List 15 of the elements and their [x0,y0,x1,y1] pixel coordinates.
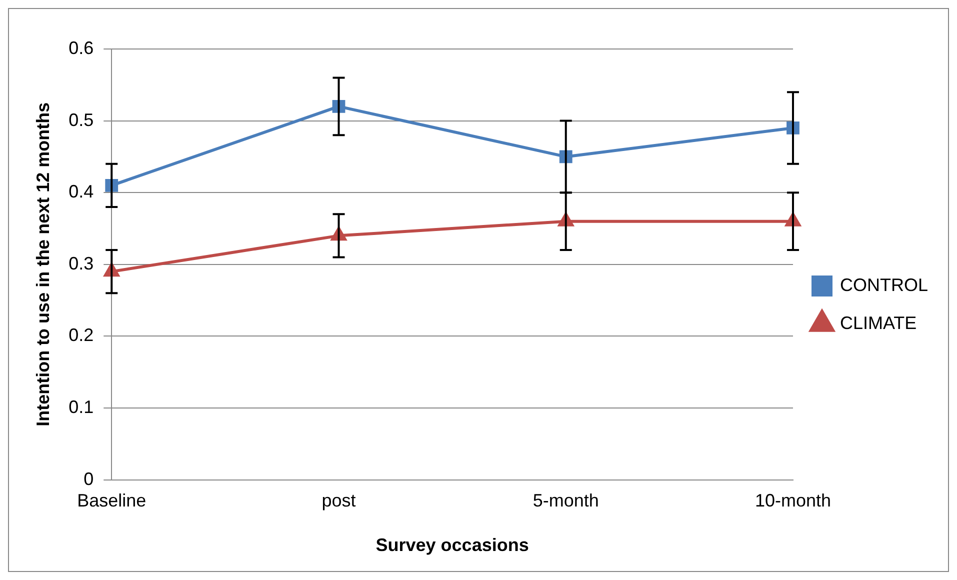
y-tick-label: 0.3 [68,253,94,274]
y-tick-label: 0 [84,468,94,489]
y-tick-label: 0.2 [68,325,94,346]
x-tick-label: post [322,490,356,511]
x-axis-title: Survey occasions [376,535,529,556]
y-tick-label: 0.6 [68,38,94,58]
y-axis-title: Intention to use in the next 12 months [32,102,53,426]
x-tick-label: Baseline [77,490,146,511]
y-tick-label: 0.4 [68,182,94,202]
legend-label: CONTROL [840,274,928,295]
x-tick-label: 5-month [532,490,599,511]
x-tick-label: 10-month [754,490,832,511]
y-tick-label: 0.1 [68,396,94,417]
legend-label: CLIMATE [840,312,917,333]
y-tick-label: 0.5 [68,110,94,130]
